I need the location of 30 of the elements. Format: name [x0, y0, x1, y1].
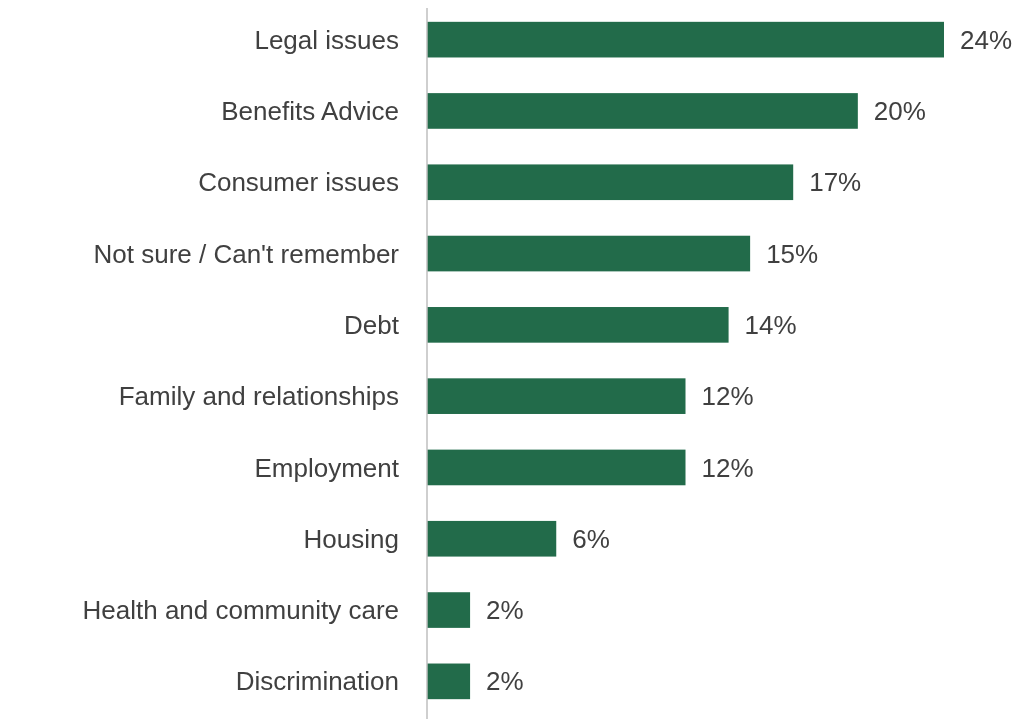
y-tick-label: Family and relationships [118, 381, 399, 412]
data-label: 24% [960, 24, 1013, 55]
bar [427, 93, 858, 129]
bar [427, 520, 557, 557]
y-tick-label: Discrimination [235, 666, 399, 697]
bar [427, 449, 686, 486]
bar [427, 21, 944, 58]
y-tick-label: Debt [344, 309, 400, 340]
y-tick-label: Benefits Advice [221, 96, 399, 127]
data-label: 12% [701, 381, 754, 412]
y-tick-label: Housing [303, 523, 399, 554]
data-label: 17% [809, 167, 862, 198]
y-tick-label: Not sure / Can't remember [93, 238, 400, 269]
bar [427, 307, 729, 343]
y-tick-label: Consumer issues [198, 167, 399, 198]
data-label: 2% [486, 595, 524, 626]
data-label: 20% [873, 96, 926, 127]
y-tick-label: Health and community care [82, 595, 399, 626]
bar [427, 164, 794, 201]
data-label: 2% [486, 666, 524, 697]
bar [427, 235, 751, 272]
y-tick-label: Legal issues [254, 24, 399, 55]
data-label: 6% [572, 523, 610, 554]
bar [427, 592, 471, 628]
data-label: 15% [766, 238, 819, 269]
y-tick-label: Employment [254, 452, 400, 483]
bar [427, 663, 471, 700]
data-label: 12% [701, 452, 754, 483]
bar [427, 378, 686, 414]
data-label: 14% [744, 309, 797, 340]
